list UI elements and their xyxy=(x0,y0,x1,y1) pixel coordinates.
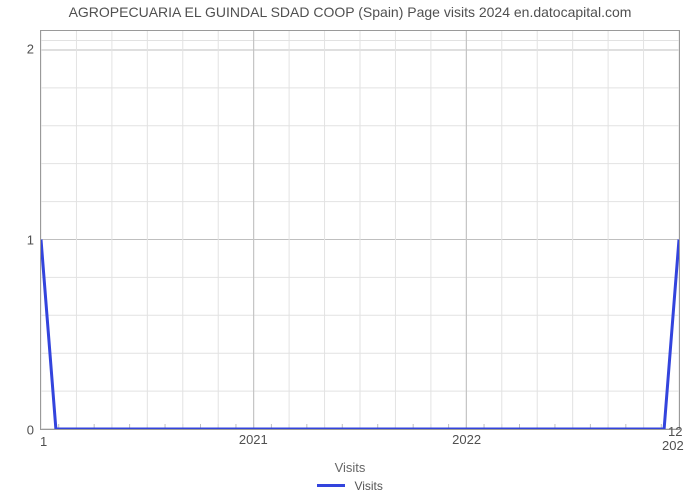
legend: Visits xyxy=(0,478,700,493)
legend-label: Visits xyxy=(354,479,382,493)
chart-container: AGROPECUARIA EL GUINDAL SDAD COOP (Spain… xyxy=(0,0,700,500)
corner-right-bottom-upper: 12 xyxy=(668,424,682,439)
x-tick-2022: 2022 xyxy=(452,432,481,447)
y-tick-1: 1 xyxy=(27,232,34,247)
corner-left-bottom: 1 xyxy=(40,434,47,449)
y-tick-2: 2 xyxy=(27,42,34,57)
y-tick-0: 0 xyxy=(27,423,34,438)
legend-swatch xyxy=(317,484,345,487)
chart-title: AGROPECUARIA EL GUINDAL SDAD COOP (Spain… xyxy=(0,4,700,20)
x-axis-label: Visits xyxy=(0,460,700,475)
corner-right-bottom-lower: 202 xyxy=(662,438,684,453)
chart-svg xyxy=(41,31,679,429)
x-tick-2021: 2021 xyxy=(239,432,268,447)
plot-area xyxy=(40,30,680,430)
